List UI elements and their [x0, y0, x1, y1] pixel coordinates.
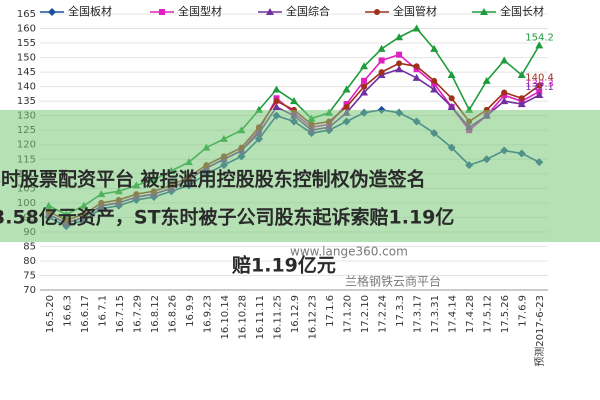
point: [378, 57, 385, 64]
x-tick-label: 16.12.9: [290, 295, 301, 333]
x-tick-label: 16.6.3: [62, 295, 73, 327]
point: [360, 62, 369, 70]
point: [396, 60, 403, 67]
point: [535, 91, 544, 99]
point: [377, 44, 386, 52]
x-tick-label: 16.10.28: [237, 295, 248, 340]
y-tick-label: 85: [23, 241, 36, 252]
y-tick-label: 155: [17, 38, 36, 49]
point: [272, 102, 281, 110]
point: [413, 63, 420, 70]
legend: 全国板材 全国型材 全国综合 全国管材 全国长材: [40, 4, 544, 18]
data-label: 138.3: [525, 79, 554, 90]
point: [396, 51, 403, 58]
point: [430, 85, 439, 93]
legend-marker: [48, 8, 56, 16]
point: [447, 71, 456, 79]
y-tick-label: 135: [17, 96, 36, 107]
legend-label: 全国长材: [500, 4, 544, 18]
point: [431, 77, 438, 84]
point: [412, 73, 421, 81]
overlay-line: 实时股票配资平台 被指滥用控股股东控制权伪造签名: [0, 168, 426, 191]
x-tick-label: 16.5.20: [45, 295, 56, 333]
legend-marker: [266, 8, 274, 15]
x-tick-label: 16.12.23: [308, 295, 319, 340]
point: [536, 82, 543, 89]
point: [343, 103, 350, 110]
legend-marker: [374, 9, 380, 15]
y-tick-label: 150: [17, 53, 36, 64]
y-tick-label: 145: [17, 67, 36, 78]
legend-label: 全国板材: [68, 4, 112, 18]
legend-marker: [480, 8, 488, 15]
x-tick-label: 17.4.28: [465, 295, 476, 333]
legend-marker: [159, 9, 165, 15]
point: [500, 56, 509, 64]
x-tick-label: 16.6.17: [80, 295, 91, 333]
x-tick-label: 17.2.10: [360, 295, 371, 333]
data-label: 137.1: [525, 82, 554, 93]
y-tick-label: 160: [17, 24, 36, 35]
x-tick-label: 17.3.17: [413, 295, 424, 333]
point: [273, 98, 280, 105]
x-tick-label: 17.4.14: [448, 295, 459, 333]
point: [447, 102, 456, 110]
x-tick-label: 17.6.9: [518, 295, 529, 327]
point: [290, 97, 298, 105]
x-tick-label: 16.9.23: [202, 295, 213, 333]
x-tick-label: 17.1.6: [325, 295, 336, 327]
x-tick-label: 17.2.24: [378, 295, 389, 333]
y-tick-label: 165: [17, 9, 36, 20]
legend-label: 全国型材: [178, 4, 222, 18]
point: [430, 44, 439, 52]
point: [342, 85, 351, 93]
overlay-line: 3.58亿元资产，ST东时被子公司股东起诉索赔1.19亿: [0, 206, 454, 229]
x-tick-label: 16.11.25: [272, 295, 283, 340]
y-tick-label: 70: [23, 285, 36, 296]
point: [518, 95, 525, 102]
y-tick-label: 75: [23, 270, 36, 281]
point: [448, 95, 455, 102]
point: [412, 24, 421, 32]
point: [378, 69, 385, 76]
x-tick-label: 16.9.9: [185, 295, 196, 327]
point: [395, 33, 404, 41]
overlay-line: 赔1.19亿元: [232, 254, 336, 277]
x-tick-label: 16.7.29: [132, 295, 143, 333]
x-tick-label: 17.5.12: [483, 295, 494, 333]
data-label: 154.2: [525, 32, 554, 43]
x-tick-label: 16.11.11: [255, 295, 266, 340]
y-tick-label: 140: [17, 82, 36, 93]
x-tick-label: 预测2017-6-23: [533, 295, 546, 367]
point: [395, 65, 404, 73]
x-tick-label: 16.10.14: [220, 295, 231, 340]
point: [501, 89, 508, 96]
point: [361, 77, 368, 84]
x-tick-label: 17.1.20: [343, 295, 354, 333]
point: [272, 85, 281, 93]
point: [361, 83, 368, 90]
legend-label: 全国管材: [393, 4, 437, 18]
legend-label: 全国综合: [286, 4, 330, 18]
overlay-band: [0, 110, 600, 242]
watermark-url: www.lange360.com: [290, 245, 408, 259]
watermark-brand: 兰格钢铁云商平台: [345, 274, 441, 289]
point: [482, 76, 491, 84]
point: [535, 41, 544, 49]
x-tick-label: 17.3.31: [430, 295, 441, 333]
x-tick-label: 17.3.3: [395, 295, 406, 327]
point: [500, 97, 509, 105]
data-label: 140.4: [525, 72, 554, 83]
point: [360, 88, 369, 96]
x-tick-label: 16.7.1: [97, 295, 108, 327]
x-tick-label: 16.8.12: [150, 295, 161, 333]
x-tick-label: 16.7.15: [115, 295, 126, 333]
x-tick-label: 16.8.26: [167, 295, 178, 333]
x-tick-label: 17.5.26: [500, 295, 511, 333]
point: [517, 71, 526, 79]
point: [517, 100, 526, 108]
y-tick-label: 80: [23, 256, 36, 267]
